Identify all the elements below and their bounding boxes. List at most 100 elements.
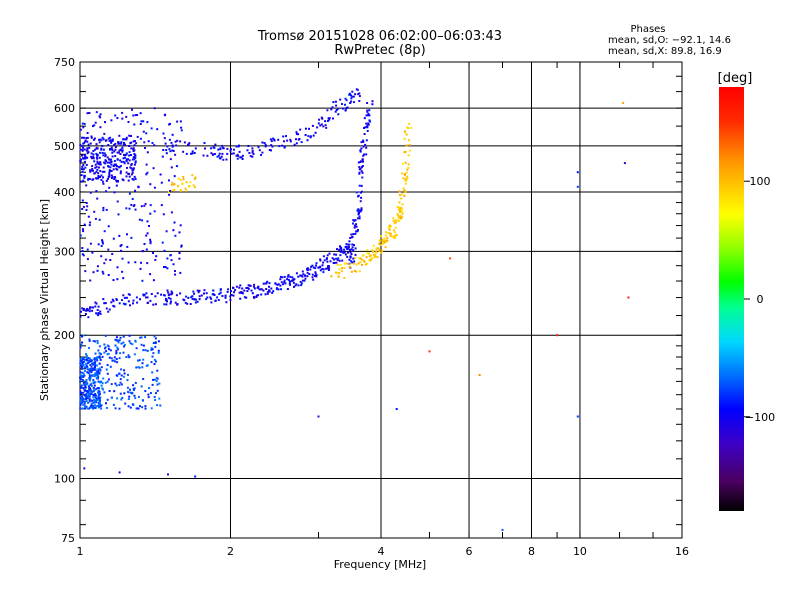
data-point [81, 165, 84, 168]
data-point [173, 175, 176, 178]
data-point [92, 150, 95, 152]
data-point [328, 252, 331, 255]
data-point [171, 149, 174, 152]
data-point [149, 242, 152, 245]
data-point [217, 154, 220, 157]
data-point [101, 382, 104, 385]
data-point [400, 172, 403, 175]
data-point [92, 125, 94, 128]
data-point [283, 275, 286, 278]
data-point [92, 404, 95, 407]
data-point [372, 244, 375, 247]
data-point [79, 404, 82, 407]
data-point [79, 362, 82, 365]
data-point [82, 334, 85, 337]
data-point [128, 293, 131, 296]
data-point [117, 341, 120, 344]
data-point [202, 154, 205, 157]
data-point [133, 353, 136, 356]
data-point [252, 152, 255, 155]
data-point [172, 150, 175, 152]
data-point [384, 234, 387, 237]
data-point [291, 276, 294, 279]
data-point [349, 102, 352, 104]
data-point [79, 346, 82, 349]
data-point [149, 212, 152, 215]
data-point [392, 229, 395, 232]
data-point [622, 102, 625, 104]
data-point [134, 261, 137, 264]
data-point [89, 170, 92, 173]
data-point [164, 142, 167, 145]
data-point [85, 309, 88, 312]
data-point [93, 365, 96, 368]
data-point [328, 118, 331, 121]
data-point [161, 241, 164, 244]
data-point [315, 274, 318, 276]
data-point [119, 165, 122, 168]
data-point [95, 373, 98, 376]
data-point [79, 160, 82, 163]
data-point [163, 303, 166, 306]
data-point [362, 139, 365, 142]
data-point [107, 137, 110, 140]
data-point [158, 397, 161, 400]
data-point [295, 133, 298, 135]
data-point [165, 299, 168, 302]
data-point [289, 275, 292, 278]
data-point [167, 294, 170, 297]
data-point [380, 251, 383, 254]
data-point [89, 142, 92, 145]
data-point [252, 285, 255, 288]
data-point [195, 298, 197, 301]
data-point [154, 399, 157, 401]
data-point [110, 301, 113, 304]
data-point [139, 112, 142, 115]
data-point [96, 309, 99, 311]
data-point [336, 248, 338, 251]
data-point [262, 282, 265, 285]
data-point [125, 207, 128, 210]
data-point [92, 306, 94, 309]
data-point [162, 213, 165, 216]
data-point [149, 240, 152, 243]
data-point [406, 168, 409, 171]
data-point [115, 339, 118, 342]
data-point [260, 154, 262, 156]
data-point [374, 251, 377, 254]
data-point [350, 97, 353, 100]
data-point [238, 144, 240, 147]
data-point [348, 240, 351, 243]
data-point [106, 372, 109, 375]
data-point [130, 135, 132, 137]
data-point [360, 141, 363, 144]
data-point [132, 384, 135, 387]
data-point [145, 234, 148, 237]
data-point [80, 366, 83, 368]
data-point [80, 384, 83, 387]
data-point [359, 261, 362, 264]
data-point [109, 259, 112, 261]
data-point [326, 254, 329, 257]
data-point [124, 402, 127, 405]
data-point [102, 182, 105, 185]
data-point [108, 308, 111, 311]
data-point [85, 208, 88, 211]
data-point [304, 134, 307, 136]
data-point [101, 151, 104, 154]
colorbar [719, 87, 744, 511]
data-point [351, 90, 354, 93]
data-point [140, 385, 143, 388]
data-point [170, 183, 173, 186]
data-point [79, 128, 82, 131]
data-point [153, 395, 156, 398]
data-point [90, 359, 93, 361]
data-point [113, 390, 116, 393]
data-point [345, 107, 348, 109]
data-point [351, 243, 354, 246]
data-point [248, 152, 251, 154]
data-point [88, 146, 91, 149]
data-point [133, 163, 136, 166]
data-point [386, 237, 389, 239]
data-point [121, 178, 124, 181]
